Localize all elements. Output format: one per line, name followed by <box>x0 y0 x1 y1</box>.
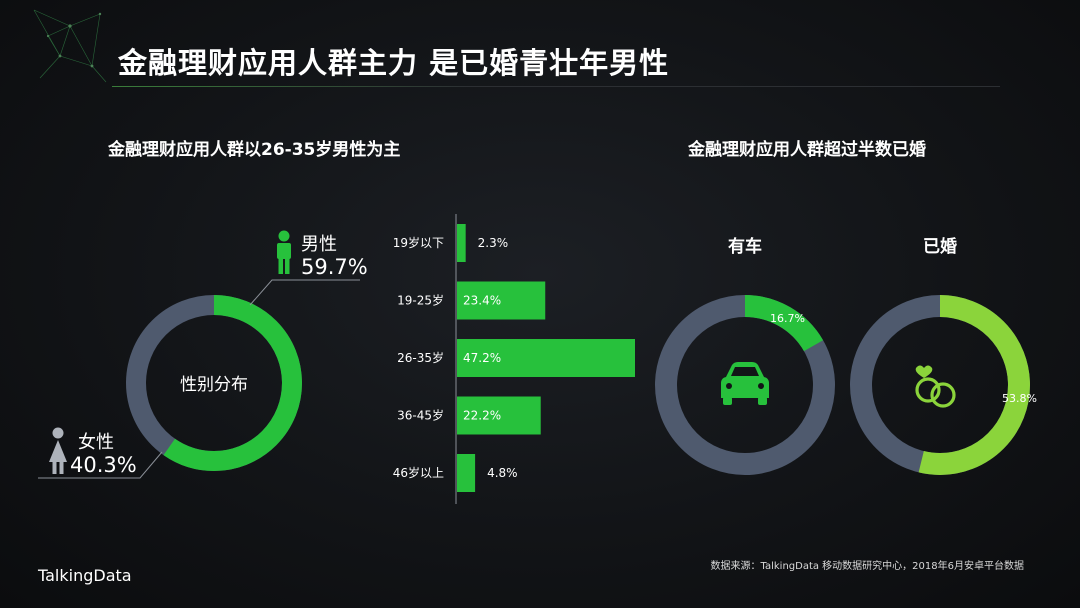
gender-donut-chart: 性别分布 男性 59.7% 女性 40.3% <box>38 230 368 479</box>
age-value-label: 4.8% <box>487 466 518 480</box>
age-bar-4 <box>457 454 476 492</box>
age-category-label: 46岁以上 <box>393 465 444 480</box>
car-donut-chart: 有车 16.7% <box>655 236 835 475</box>
car-icon <box>721 362 769 405</box>
age-value-label: 47.2% <box>463 351 501 365</box>
age-bar-0 <box>457 224 466 262</box>
wedding-rings-icon <box>915 365 956 408</box>
age-bar-1 <box>457 281 546 320</box>
married-value-label: 53.8% <box>1002 392 1037 405</box>
car-value-label: 16.7% <box>770 312 805 325</box>
married-label: 已婚 <box>923 236 957 257</box>
male-callout-line <box>249 279 360 306</box>
age-value-label: 23.4% <box>463 294 501 308</box>
married-donut-chart: 已婚 53.8% <box>850 236 1037 475</box>
data-source-note: 数据来源：TalkingData 移动数据研究中心，2018年6月安卓平台数据 <box>710 561 1024 572</box>
female-person-icon <box>49 427 67 474</box>
gender-center-label: 性别分布 <box>180 375 248 395</box>
title-divider <box>112 86 1000 87</box>
age-category-label: 19-25岁 <box>397 293 444 308</box>
female-label: 女性 <box>78 432 114 453</box>
married-slice <box>850 295 1030 475</box>
car-owner-slice <box>655 295 835 475</box>
right-subtitle: 金融理财应用人群超过半数已婚 <box>688 140 926 160</box>
left-subtitle: 金融理财应用人群以26-35岁男性为主 <box>108 140 401 160</box>
male-slice <box>126 295 302 471</box>
female-callout-line <box>38 451 163 479</box>
male-value-label: 59.7% <box>301 255 368 279</box>
page-title: 金融理财应用人群主力 是已婚青壮年男性 <box>118 46 670 80</box>
age-bar-chart: 19岁以下 2.3% 19-25岁 23.4% 26-35岁 47.2% 36-45岁 22.… <box>393 214 635 504</box>
brand-logo: TalkingData <box>38 566 132 585</box>
network-decoration-icon <box>33 9 107 83</box>
age-bar-2 <box>457 339 635 377</box>
female-value-label: 40.3% <box>70 453 137 477</box>
age-bar-3 <box>457 396 541 435</box>
car-label: 有车 <box>728 236 762 257</box>
age-category-label: 26-35岁 <box>397 350 444 365</box>
male-person-icon <box>277 230 291 274</box>
male-label: 男性 <box>301 234 337 255</box>
age-value-label: 2.3% <box>478 236 509 250</box>
age-category-label: 19岁以下 <box>393 235 444 250</box>
age-category-label: 36-45岁 <box>397 408 444 423</box>
age-value-label: 22.2% <box>463 409 501 423</box>
